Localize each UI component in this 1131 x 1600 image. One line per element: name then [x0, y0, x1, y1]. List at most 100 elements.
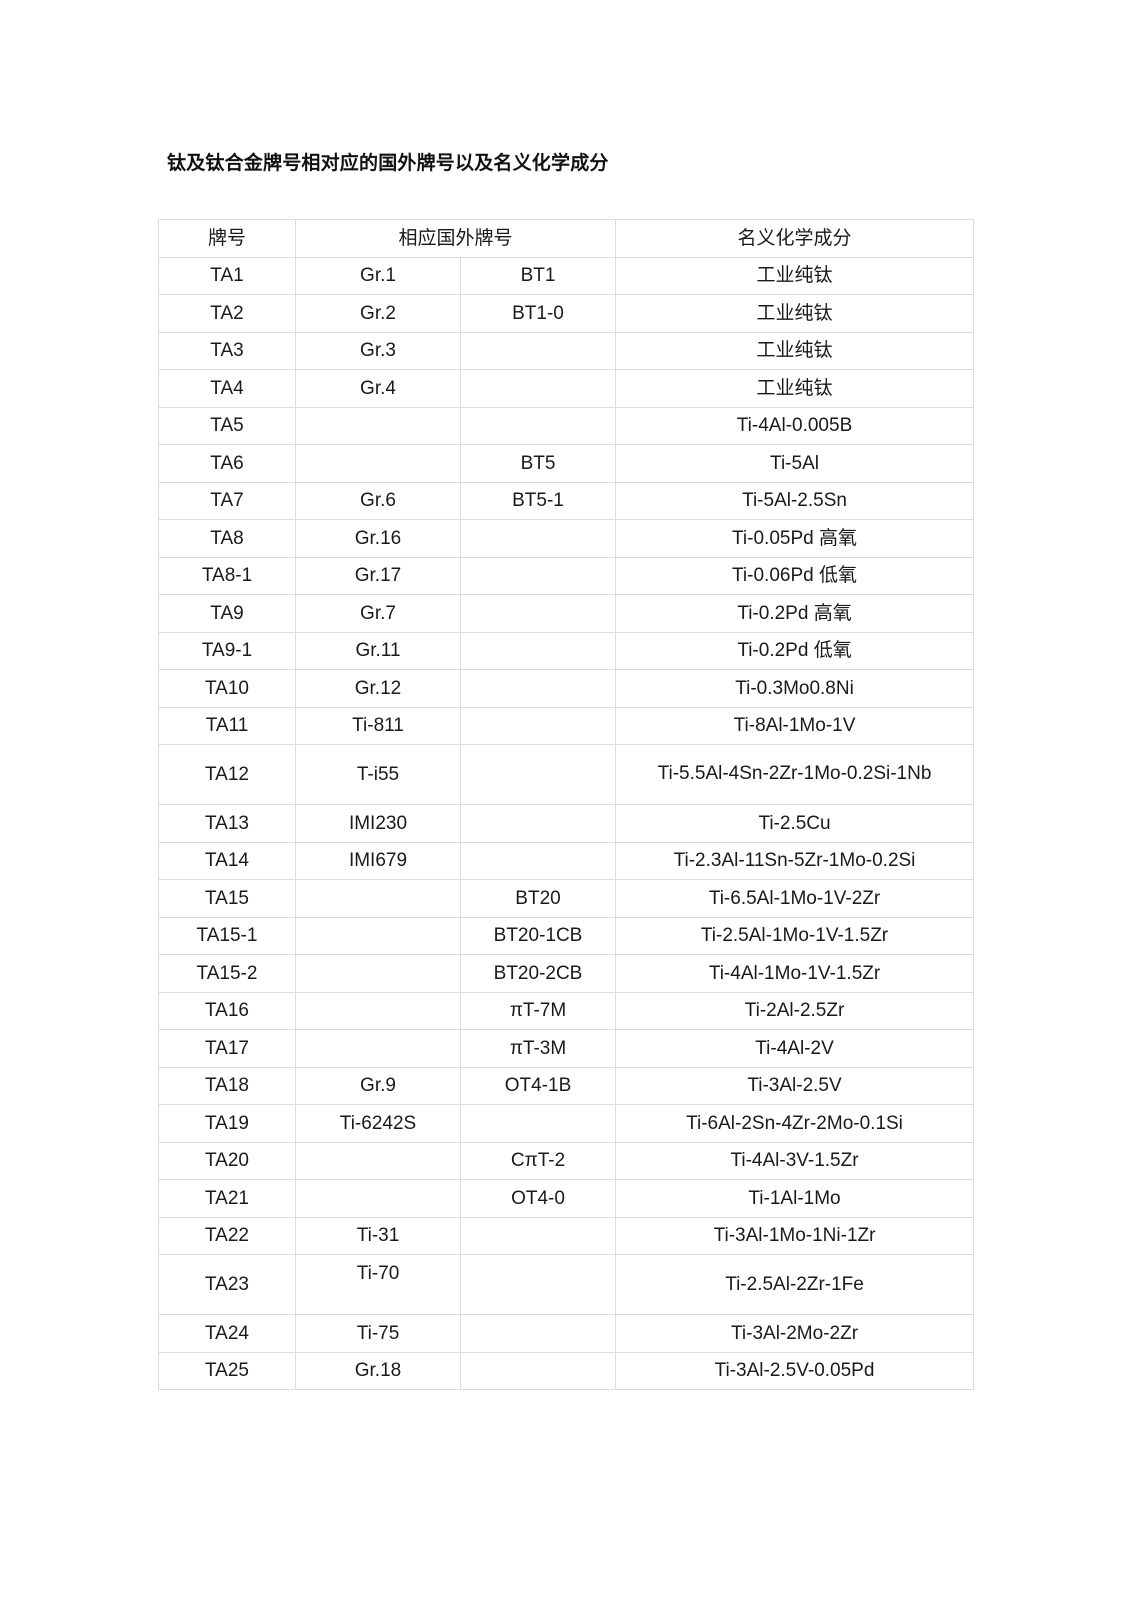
cell-grade: TA8-1 [158, 556, 296, 595]
table-row: TA22 Ti-31 Ti-3Al-1Mo-1Ni-1Zr [158, 1216, 975, 1255]
cell-foreign-grade-a [295, 916, 461, 955]
table-row: TA13 IMI230 Ti-2.5Cu [158, 804, 975, 843]
cell-grade: TA15 [158, 879, 296, 918]
cell-foreign-grade-b: BT20-1CB [459, 916, 617, 955]
cell-foreign-grade-b: BT5 [459, 444, 617, 483]
cell-grade: TA11 [158, 706, 296, 745]
cell-nominal-composition: Ti-3Al-1Mo-1Ni-1Zr [615, 1216, 975, 1255]
cell-grade: TA24 [158, 1314, 296, 1353]
cell-foreign-grade-a: Gr.17 [295, 556, 461, 595]
table-row: TA17 πT-3M Ti-4Al-2V [158, 1029, 975, 1068]
cell-foreign-grade-b: πT-3M [459, 1029, 617, 1068]
cell-nominal-composition: Ti-4Al-2V [615, 1029, 975, 1068]
header-grade: 牌号 [158, 219, 296, 258]
cell-nominal-composition: Ti-0.3Mo0.8Ni [615, 669, 975, 708]
cell-nominal-composition: 工业纯钛 [615, 294, 975, 333]
cell-foreign-grade-b: BT5-1 [459, 481, 617, 520]
table-row: TA18 Gr.9 OT4-1B Ti-3Al-2.5V [158, 1066, 975, 1105]
table-row: TA15-1 BT20-1CB Ti-2.5Al-1Mo-1V-1.5Zr [158, 916, 975, 955]
table-header: 牌号 相应国外牌号 名义化学成分 [158, 219, 975, 258]
cell-foreign-grade-b [459, 1351, 617, 1390]
table-row: TA21 OT4-0 Ti-1Al-1Mo [158, 1179, 975, 1218]
header-nominal-composition: 名义化学成分 [615, 219, 975, 258]
cell-grade: TA12 [158, 744, 296, 805]
cell-foreign-grade-b: OT4-0 [459, 1179, 617, 1218]
cell-foreign-grade-b [459, 406, 617, 445]
cell-grade: TA22 [158, 1216, 296, 1255]
table-row: TA4 Gr.4 工业纯钛 [158, 369, 975, 408]
cell-foreign-grade-b [459, 706, 617, 745]
cell-nominal-composition: Ti-2.3Al-11Sn-5Zr-1Mo-0.2Si [615, 841, 975, 880]
cell-nominal-composition: Ti-0.06Pd 低氧 [615, 556, 975, 595]
cell-foreign-grade-b: OT4-1B [459, 1066, 617, 1105]
cell-foreign-grade-b [459, 744, 617, 805]
cell-foreign-grade-a: Ti-75 [295, 1314, 461, 1353]
cell-grade: TA3 [158, 331, 296, 370]
cell-grade: TA20 [158, 1141, 296, 1180]
cell-grade: TA5 [158, 406, 296, 445]
cell-nominal-composition: Ti-3Al-2.5V [615, 1066, 975, 1105]
cell-grade: TA10 [158, 669, 296, 708]
cell-nominal-composition: Ti-2.5Al-2Zr-1Fe [615, 1254, 975, 1315]
cell-foreign-grade-b [459, 1104, 617, 1143]
cell-grade: TA6 [158, 444, 296, 483]
cell-grade: TA16 [158, 991, 296, 1030]
cell-nominal-composition: Ti-6Al-2Sn-4Zr-2Mo-0.1Si [615, 1104, 975, 1143]
table-row: TA8-1 Gr.17 Ti-0.06Pd 低氧 [158, 556, 975, 595]
table-row: TA10 Gr.12 Ti-0.3Mo0.8Ni [158, 669, 975, 708]
cell-nominal-composition: Ti-0.2Pd 高氧 [615, 594, 975, 633]
table-row: TA5 Ti-4Al-0.005B [158, 406, 975, 445]
cell-foreign-grade-a [295, 444, 461, 483]
cell-foreign-grade-a: T-i55 [295, 744, 461, 805]
cell-foreign-grade-a: Gr.3 [295, 331, 461, 370]
cell-foreign-grade-b [459, 519, 617, 558]
cell-grade: TA18 [158, 1066, 296, 1105]
cell-foreign-grade-a: IMI679 [295, 841, 461, 880]
header-foreign-grade: 相应国外牌号 [294, 219, 617, 258]
cell-grade: TA14 [158, 841, 296, 880]
cell-grade: TA2 [158, 294, 296, 333]
cell-foreign-grade-b: CπT-2 [459, 1141, 617, 1180]
grades-table-container: 牌号 相应国外牌号 名义化学成分 TA1 Gr.1 BT1 工业纯钛 TA2 Gr.2 BT… [158, 219, 975, 1390]
cell-foreign-grade-a [295, 954, 461, 993]
cell-foreign-grade-a: Gr.4 [295, 369, 461, 408]
table-row: TA15-2 BT20-2CB Ti-4Al-1Mo-1V-1.5Zr [158, 954, 975, 993]
cell-nominal-composition: Ti-2.5Al-1Mo-1V-1.5Zr [615, 916, 975, 955]
cell-nominal-composition: Ti-2.5Cu [615, 804, 975, 843]
cell-grade: TA13 [158, 804, 296, 843]
table-row: TA16 πT-7M Ti-2Al-2.5Zr [158, 991, 975, 1030]
cell-foreign-grade-a: Gr.11 [295, 631, 461, 670]
cell-foreign-grade-a: Gr.2 [295, 294, 461, 333]
cell-foreign-grade-b: BT1-0 [459, 294, 617, 333]
cell-foreign-grade-a: Ti-70 [295, 1254, 461, 1315]
cell-grade: TA21 [158, 1179, 296, 1218]
table-row: TA19 Ti-6242S Ti-6Al-2Sn-4Zr-2Mo-0.1Si [158, 1104, 975, 1143]
cell-nominal-composition: 工业纯钛 [615, 369, 975, 408]
cell-nominal-composition: Ti-3Al-2Mo-2Zr [615, 1314, 975, 1353]
cell-nominal-composition: Ti-4Al-3V-1.5Zr [615, 1141, 975, 1180]
table-row: TA23 Ti-70 Ti-2.5Al-2Zr-1Fe [158, 1254, 975, 1315]
table-body: TA1 Gr.1 BT1 工业纯钛 TA2 Gr.2 BT1-0 工业纯钛 TA3 Gr.3 工业纯… [158, 256, 975, 1390]
cell-nominal-composition: Ti-2Al-2.5Zr [615, 991, 975, 1030]
cell-nominal-composition: Ti-4Al-1Mo-1V-1.5Zr [615, 954, 975, 993]
cell-nominal-composition: Ti-4Al-0.005B [615, 406, 975, 445]
cell-foreign-grade-a: Gr.16 [295, 519, 461, 558]
cell-foreign-grade-b [459, 331, 617, 370]
table-row: TA1 Gr.1 BT1 工业纯钛 [158, 256, 975, 295]
cell-nominal-composition: Ti-1Al-1Mo [615, 1179, 975, 1218]
cell-nominal-composition: Ti-5Al [615, 444, 975, 483]
table-row: TA15 BT20 Ti-6.5Al-1Mo-1V-2Zr [158, 879, 975, 918]
cell-grade: TA15-1 [158, 916, 296, 955]
cell-nominal-composition: Ti-5.5Al-4Sn-2Zr-1Mo-0.2Si-1Nb [615, 744, 975, 805]
cell-foreign-grade-b [459, 556, 617, 595]
cell-grade: TA4 [158, 369, 296, 408]
cell-nominal-composition: 工业纯钛 [615, 256, 975, 295]
cell-foreign-grade-b: BT20-2CB [459, 954, 617, 993]
header-row: 牌号 相应国外牌号 名义化学成分 [158, 219, 975, 258]
cell-grade: TA15-2 [158, 954, 296, 993]
cell-grade: TA7 [158, 481, 296, 520]
page-title: 钛及钛合金牌号相对应的国外牌号以及名义化学成分 [167, 153, 609, 174]
cell-grade: TA1 [158, 256, 296, 295]
cell-nominal-composition: Ti-5Al-2.5Sn [615, 481, 975, 520]
